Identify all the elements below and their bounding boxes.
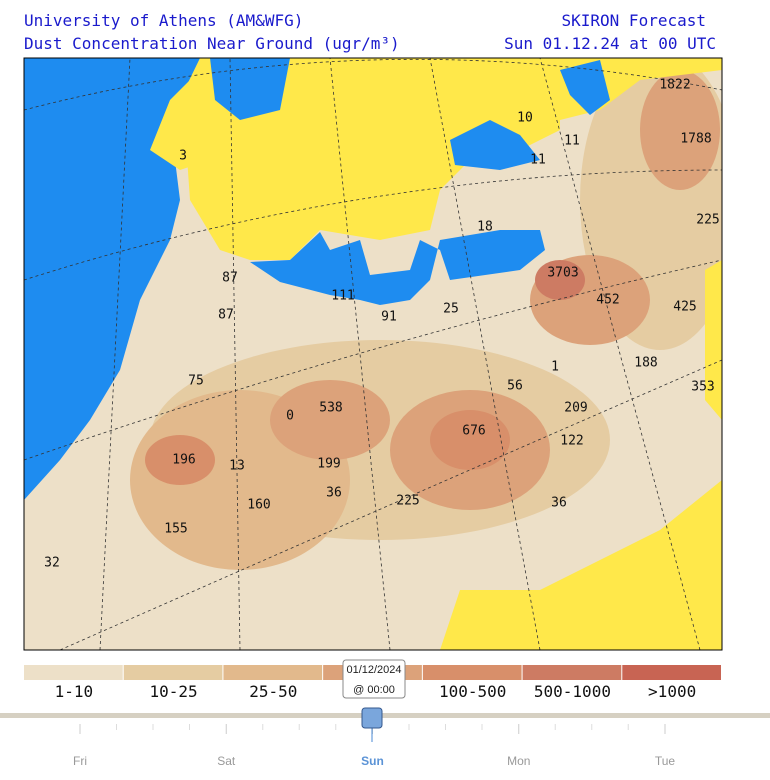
map-label: 0 <box>286 409 294 424</box>
map-label: 122 <box>560 434 583 449</box>
legend-label: 500-1000 <box>534 682 611 701</box>
day-label: Mon <box>507 754 530 768</box>
institution: University of Athens (AM&WFG) <box>24 11 303 30</box>
legend-swatch <box>24 665 123 680</box>
yellow-right <box>705 260 722 420</box>
legend-swatch <box>223 665 323 680</box>
map-label: 18 <box>477 220 493 235</box>
legend-swatch <box>622 665 721 680</box>
map-label: 32 <box>44 556 60 571</box>
legend-label: 25-50 <box>249 682 297 701</box>
dust-patches <box>130 58 722 570</box>
legend-label: 10-25 <box>149 682 197 701</box>
map-label: 160 <box>247 498 270 513</box>
legend-swatch <box>522 665 622 680</box>
map-label: 199 <box>317 457 340 472</box>
graticule <box>24 58 722 650</box>
atlantic <box>24 58 200 500</box>
map-label: 10 <box>517 111 533 126</box>
map-label: 91 <box>381 310 397 325</box>
legend-swatch <box>422 665 522 680</box>
map-label: 1788 <box>680 132 711 147</box>
map-label: 209 <box>564 401 587 416</box>
legend-label: 1-10 <box>55 682 94 701</box>
map <box>23 57 723 651</box>
legend-label: 100-500 <box>439 682 506 701</box>
tooltip <box>342 659 406 699</box>
map-label: 36 <box>551 496 567 511</box>
caspian <box>560 60 610 115</box>
map-label: 225 <box>396 494 419 509</box>
map-title: Dust Concentration Near Ground (ugr/m³) <box>24 34 400 53</box>
yellow-sahel <box>440 480 722 650</box>
map-label: 87 <box>218 308 234 323</box>
valid-time: Sun 01.12.24 at 00 UTC <box>504 34 716 53</box>
map-label: 676 <box>462 424 485 439</box>
map-label: 538 <box>319 401 342 416</box>
day-label: Sat <box>217 754 236 768</box>
map-label: 11 <box>564 134 580 149</box>
day-label: Tue <box>655 754 676 768</box>
map-label: 353 <box>691 380 714 395</box>
map-label: 425 <box>673 300 696 315</box>
map-label: 188 <box>634 356 657 371</box>
map-label: 87 <box>222 271 238 286</box>
map-label: 36 <box>326 486 342 501</box>
model-name: SKIRON Forecast <box>562 11 707 30</box>
map-label: 1 <box>551 360 559 375</box>
mediterranean <box>250 230 545 305</box>
map-label: 25 <box>443 302 459 317</box>
map-frame <box>23 57 723 651</box>
map-label: 11 <box>530 153 546 168</box>
tooltip-time: @ 00:00 <box>353 684 395 696</box>
day-axis: Fri Sat Sun Mon Tue <box>73 724 675 768</box>
map-label: 111 <box>331 289 354 304</box>
map-label: 3703 <box>547 266 578 281</box>
map-label: 155 <box>164 522 187 537</box>
map-label: 75 <box>188 374 204 389</box>
map-label: 196 <box>172 453 195 468</box>
day-label: Sun <box>361 754 384 768</box>
map-label: 1822 <box>659 78 690 93</box>
slider-handle[interactable] <box>361 707 383 729</box>
legend-label: >1000 <box>648 682 696 701</box>
map-label: 56 <box>507 379 523 394</box>
timeline: Fri Sat Sun Mon Tue 01/12/2024 @ 00:00 <box>0 659 770 768</box>
day-label: Fri <box>73 754 87 768</box>
map-label: 13 <box>229 459 245 474</box>
map-label: 3 <box>179 149 187 164</box>
tooltip-date: 01/12/2024 <box>346 664 401 676</box>
slider-track <box>0 713 770 718</box>
legend-swatch <box>123 665 223 680</box>
uk <box>150 80 210 170</box>
map-label: 452 <box>596 293 619 308</box>
map-label: 225 <box>696 213 719 228</box>
black-sea <box>450 120 540 170</box>
